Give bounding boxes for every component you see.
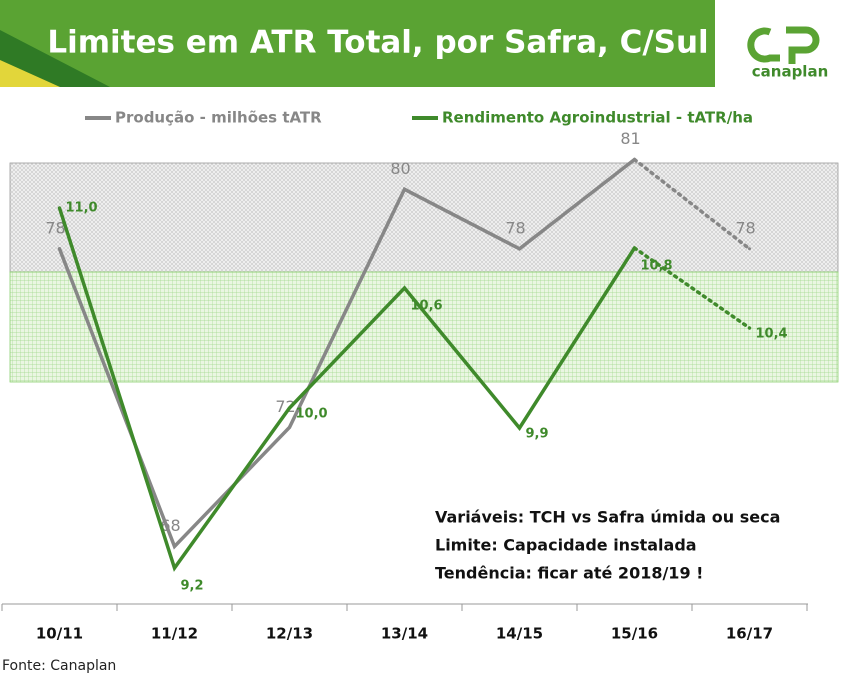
annotation: Tendência: ficar até 2018/19 !	[435, 564, 703, 583]
data-label: 10,8	[641, 259, 673, 274]
logo-mark	[747, 26, 820, 64]
point	[403, 187, 406, 191]
data-label: 10,0	[296, 407, 328, 422]
x-tick-label: 10/11	[36, 625, 83, 643]
legend-label: Produção - milhões tATR	[115, 109, 322, 127]
x-tick-label: 14/15	[496, 625, 543, 643]
point	[288, 406, 291, 410]
data-label: 11,0	[66, 201, 98, 216]
x-tick-label: 11/12	[151, 625, 198, 643]
title-banner	[0, 0, 715, 87]
data-label: 10,4	[756, 327, 788, 342]
series-line	[57, 206, 637, 572]
point	[748, 326, 751, 330]
data-label: 9,9	[526, 427, 549, 442]
x-tick-label: 13/14	[381, 625, 428, 643]
x-tick-label: 15/16	[611, 625, 658, 643]
point	[518, 247, 521, 251]
limit-band-upper	[9, 162, 839, 273]
data-label: 78	[735, 218, 755, 237]
logo-text: canaplan	[752, 63, 829, 81]
point	[748, 247, 751, 251]
data-label: 72	[275, 397, 295, 416]
data-label: 78	[505, 218, 525, 237]
legend-label: Rendimento Agroindustrial - tATR/ha	[442, 109, 753, 127]
data-label: 78	[45, 218, 65, 237]
banner-stripe	[0, 60, 60, 87]
series-line	[57, 157, 637, 550]
point	[518, 426, 521, 430]
footer: Fonte: Canaplan	[2, 658, 116, 674]
x-tick-label: 16/17	[726, 625, 773, 643]
point	[58, 206, 61, 210]
data-label: 10,6	[411, 299, 443, 314]
limit-band-lower	[9, 271, 839, 383]
point	[633, 246, 636, 250]
point	[173, 544, 176, 548]
data-label: 9,2	[181, 579, 204, 594]
projection-line	[632, 157, 752, 251]
annotation: Limite: Capacidade instalada	[435, 536, 697, 555]
point	[403, 286, 406, 290]
title: Limites em ATR Total, por Safra, C/Sul	[47, 25, 708, 61]
point	[58, 247, 61, 251]
point	[173, 566, 176, 570]
annotation: Variáveis: TCH vs Safra úmida ou seca	[435, 508, 780, 527]
data-label: 80	[390, 159, 410, 178]
data-label: 81	[620, 129, 640, 148]
projection-line	[632, 246, 752, 330]
point	[633, 158, 636, 162]
point	[288, 425, 291, 429]
x-tick-label: 12/13	[266, 625, 313, 643]
data-label: 68	[160, 516, 180, 535]
